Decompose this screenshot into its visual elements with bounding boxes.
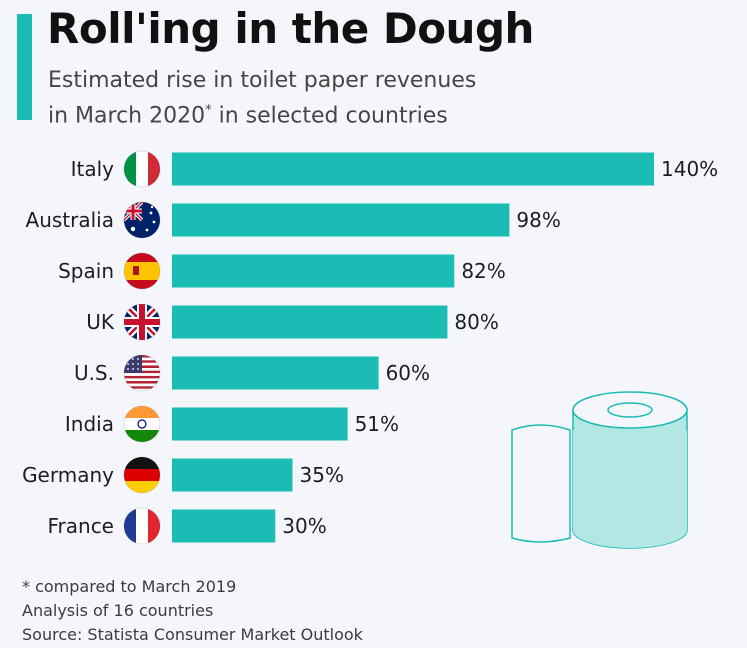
analysis-note: Analysis of 16 countries xyxy=(22,601,214,620)
value-label: 80% xyxy=(454,310,498,334)
chart-row: Italy 140% xyxy=(71,150,718,188)
chart-row: Germany 35% xyxy=(22,456,344,494)
india-flag-icon xyxy=(123,405,161,443)
bar xyxy=(172,254,455,288)
value-label: 140% xyxy=(661,157,718,181)
accent-bar xyxy=(17,14,32,120)
chart-row: France 30% xyxy=(47,507,327,545)
subtitle-line-1: Estimated rise in toilet paper revenues xyxy=(48,68,477,93)
chart-subtitle: Estimated rise in toilet paper revenues … xyxy=(48,66,476,131)
subtitle-line-2-end: in selected countries xyxy=(211,103,448,129)
value-label: 30% xyxy=(282,514,326,538)
uk-flag-icon xyxy=(123,303,161,341)
us-flag-icon xyxy=(123,354,161,392)
source-note: Source: Statista Consumer Market Outlook xyxy=(22,625,363,644)
category-label: Germany xyxy=(22,463,114,487)
bar xyxy=(172,203,510,237)
bar xyxy=(172,458,293,492)
chart-title: Roll'ing in the Dough xyxy=(47,4,534,53)
category-label: Australia xyxy=(26,208,114,232)
category-label: Italy xyxy=(71,157,115,181)
subtitle-line-2-start: in March 2020 xyxy=(48,103,206,129)
category-label: Spain xyxy=(58,259,114,283)
chart-row: U.S. 60% xyxy=(74,354,430,392)
category-label: UK xyxy=(86,310,115,334)
value-label: 35% xyxy=(300,463,344,487)
value-label: 82% xyxy=(461,259,505,283)
chart-row: Australia 98% xyxy=(26,201,561,239)
subtitle-footnote-mark: * xyxy=(205,103,212,118)
italy-flag-icon xyxy=(123,150,161,188)
france-flag-icon xyxy=(123,507,161,545)
australia-flag-icon xyxy=(123,201,161,239)
bar xyxy=(172,305,448,339)
toilet-paper-roll-icon xyxy=(511,391,688,549)
germany-flag-icon xyxy=(123,456,161,494)
bar xyxy=(172,407,348,441)
category-label: India xyxy=(65,412,114,436)
bar xyxy=(172,356,379,390)
value-label: 60% xyxy=(386,361,430,385)
value-label: 98% xyxy=(516,208,560,232)
chart-rows: Italy 140% Australia 98% Spain 82% UK 80% U.S. 60… xyxy=(22,150,718,545)
bar xyxy=(172,152,654,186)
chart-row: UK 80% xyxy=(86,303,499,341)
category-label: France xyxy=(47,514,114,538)
subtitle-line-2: in March 2020* in selected countries xyxy=(48,96,476,131)
value-label: 51% xyxy=(355,412,399,436)
category-label: U.S. xyxy=(74,361,114,385)
chart-footer: * compared to March 2019 Analysis of 16 … xyxy=(22,575,363,647)
spain-flag-icon xyxy=(123,252,161,290)
footnote: * compared to March 2019 xyxy=(22,577,237,596)
chart-row: Spain 82% xyxy=(58,252,506,290)
bar xyxy=(172,509,276,543)
chart-row: India 51% xyxy=(65,405,399,443)
